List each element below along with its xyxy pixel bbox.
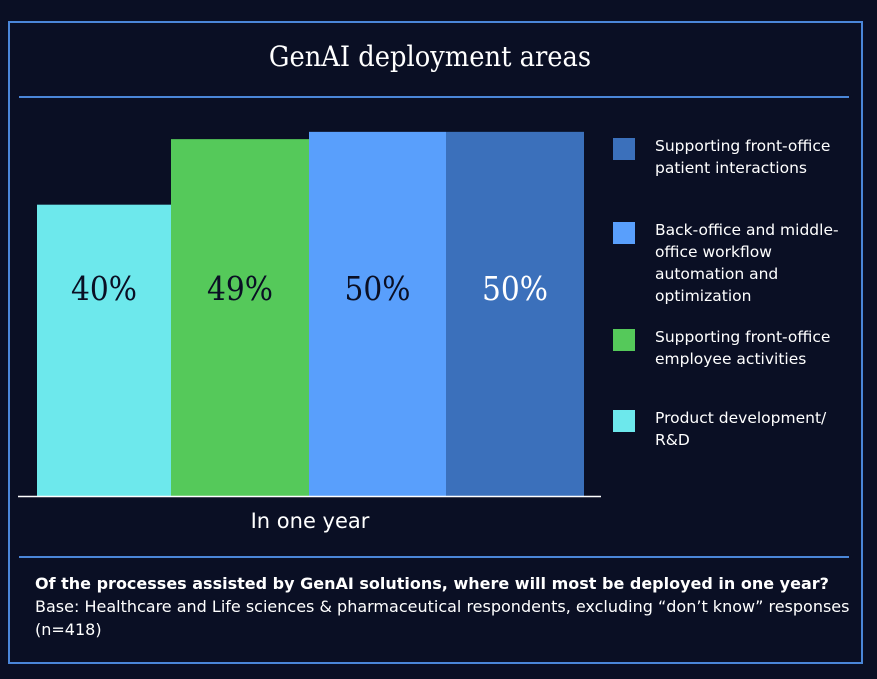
legend-label: Supporting front-office employee activit… [655, 328, 831, 368]
title-divider [19, 96, 849, 98]
legend-swatch [613, 138, 635, 160]
x-axis-label: In one year [250, 509, 370, 533]
legend-swatch [613, 329, 635, 351]
legend-swatch [613, 222, 635, 244]
legend-label: Supporting front-office patient interact… [655, 137, 831, 177]
legend-swatch [613, 410, 635, 432]
chart-frame [8, 21, 863, 664]
footer-note: Of the processes assisted by GenAI solut… [35, 572, 855, 641]
bar-value-label: 49% [207, 271, 273, 309]
survey-question: Of the processes assisted by GenAI solut… [35, 574, 829, 593]
bar-value-label: 40% [71, 271, 137, 309]
chart-title: GenAI deployment areas [268, 40, 592, 73]
legend-label: Back-office and middle-office workflow a… [655, 221, 839, 305]
bar-2 [171, 139, 309, 496]
bar-4 [446, 131, 584, 496]
legend-label: Product development/ R&D [655, 409, 827, 449]
bar-3 [309, 131, 446, 496]
bar-1 [37, 204, 171, 496]
footer-divider [19, 556, 849, 558]
bar-value-label: 50% [482, 271, 548, 309]
survey-base: Base: Healthcare and Life sciences & pha… [35, 597, 850, 639]
bar-value-label: 50% [345, 271, 411, 309]
